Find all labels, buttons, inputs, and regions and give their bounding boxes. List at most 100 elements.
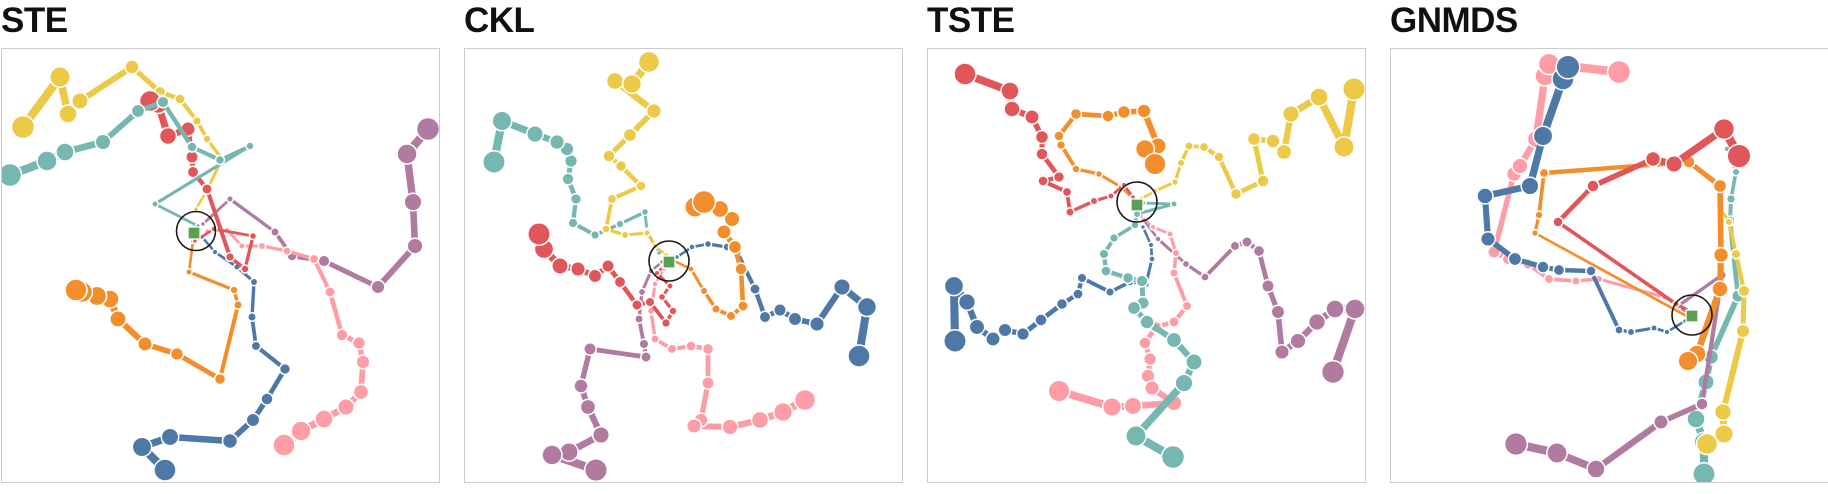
series-purple bbox=[541, 258, 666, 482]
data-point-orange bbox=[1677, 350, 1699, 372]
data-point-purple bbox=[1503, 431, 1529, 457]
anchor-marker bbox=[662, 255, 676, 269]
highlight-circle bbox=[1671, 294, 1713, 336]
data-point-orange bbox=[725, 310, 737, 322]
data-point-blue bbox=[1532, 125, 1554, 147]
data-point-teal bbox=[1692, 462, 1716, 482]
data-point-teal bbox=[151, 200, 159, 208]
data-point-blue bbox=[1015, 326, 1031, 342]
data-point-yellow bbox=[620, 230, 630, 240]
data-point-pink bbox=[1165, 229, 1175, 239]
data-point-purple bbox=[1695, 397, 1709, 411]
trajectory-plot-gnmds bbox=[1390, 48, 1828, 483]
data-point-teal bbox=[130, 103, 146, 119]
data-point-purple bbox=[1325, 299, 1345, 319]
data-point-orange bbox=[137, 336, 153, 352]
data-point-yellow bbox=[1213, 151, 1225, 163]
panel-gnmds: GNMDS bbox=[1390, 2, 1828, 483]
trajectory-plot-ste bbox=[1, 48, 440, 483]
data-point-pink bbox=[335, 328, 349, 342]
data-point-purple bbox=[270, 227, 280, 237]
data-point-purple bbox=[406, 237, 424, 255]
data-point-blue bbox=[832, 277, 852, 297]
data-point-red bbox=[1034, 129, 1050, 145]
panel-ste: STE bbox=[1, 2, 440, 483]
panels-row: STE CKL TSTE GNMDS bbox=[1, 2, 1828, 483]
data-point-blue bbox=[856, 296, 878, 318]
data-point-purple bbox=[638, 338, 650, 350]
data-point-pink bbox=[666, 343, 678, 355]
data-point-yellow bbox=[1176, 158, 1186, 168]
trajectory-plot-tste bbox=[927, 48, 1366, 483]
data-point-blue bbox=[1139, 223, 1147, 231]
data-point-red bbox=[240, 264, 250, 274]
data-point-yellow bbox=[1713, 402, 1733, 422]
data-point-red bbox=[248, 231, 258, 241]
series-red bbox=[527, 222, 678, 329]
data-point-teal bbox=[2, 162, 23, 188]
data-point-red bbox=[1089, 196, 1099, 206]
data-point-yellow bbox=[1735, 323, 1751, 339]
data-point-blue bbox=[847, 344, 871, 368]
data-point-yellow bbox=[58, 104, 78, 124]
data-point-pink bbox=[701, 376, 715, 390]
series-orange bbox=[1530, 155, 1730, 372]
data-point-teal bbox=[55, 142, 75, 162]
data-point-teal bbox=[561, 172, 575, 186]
data-point-pink bbox=[336, 397, 356, 417]
data-point-orange bbox=[1101, 109, 1115, 123]
data-point-orange bbox=[1143, 152, 1167, 176]
data-point-yellow bbox=[1724, 217, 1734, 227]
data-point-blue bbox=[1055, 297, 1069, 311]
data-point-orange bbox=[1053, 130, 1065, 142]
data-point-yellow bbox=[1281, 104, 1301, 124]
data-point-teal bbox=[491, 110, 513, 132]
data-point-orange bbox=[229, 285, 239, 295]
panel-tste: TSTE bbox=[927, 2, 1366, 483]
data-point-red bbox=[1586, 179, 1600, 193]
series-red bbox=[1552, 117, 1752, 315]
data-point-red bbox=[666, 282, 674, 290]
data-point-pink bbox=[793, 388, 817, 412]
data-point-red bbox=[1664, 154, 1684, 174]
data-point-teal bbox=[1126, 300, 1142, 316]
data-point-orange bbox=[711, 304, 721, 314]
data-point-pink bbox=[237, 241, 247, 251]
data-point-blue bbox=[247, 312, 257, 322]
data-point-pink bbox=[1169, 268, 1179, 278]
data-point-pink bbox=[651, 280, 659, 288]
data-point-yellow bbox=[1246, 131, 1262, 147]
data-point-orange bbox=[1136, 103, 1152, 119]
data-point-purple bbox=[640, 351, 652, 363]
data-point-orange bbox=[1530, 228, 1540, 238]
data-point-purple bbox=[573, 378, 589, 394]
data-point-red bbox=[569, 260, 587, 278]
data-point-yellow bbox=[602, 149, 616, 163]
data-point-orange bbox=[716, 224, 732, 240]
data-point-purple bbox=[396, 143, 418, 165]
data-point-yellow bbox=[1713, 423, 1735, 445]
data-point-pink bbox=[750, 410, 770, 430]
data-point-pink bbox=[685, 417, 703, 435]
data-point-yellow bbox=[635, 180, 647, 192]
data-point-pink bbox=[1123, 396, 1143, 416]
data-point-pink bbox=[650, 334, 660, 344]
data-point-blue bbox=[1476, 187, 1494, 205]
data-point-blue bbox=[1536, 260, 1550, 274]
data-point-blue bbox=[957, 292, 977, 312]
data-point-red bbox=[1065, 207, 1075, 217]
data-point-orange bbox=[232, 299, 244, 311]
data-point-purple bbox=[1273, 343, 1291, 361]
series-blue bbox=[131, 233, 292, 482]
series-yellow bbox=[1137, 76, 1365, 203]
data-point-purple bbox=[1289, 332, 1307, 350]
data-point-orange bbox=[1534, 210, 1544, 220]
data-point-teal bbox=[94, 133, 112, 151]
data-point-teal bbox=[615, 219, 625, 229]
data-point-purple bbox=[1229, 240, 1241, 252]
data-point-blue bbox=[997, 322, 1013, 338]
data-point-pink bbox=[324, 286, 336, 298]
data-point-blue bbox=[773, 303, 787, 317]
data-point-blue bbox=[787, 311, 803, 327]
data-point-yellow bbox=[1184, 141, 1194, 151]
